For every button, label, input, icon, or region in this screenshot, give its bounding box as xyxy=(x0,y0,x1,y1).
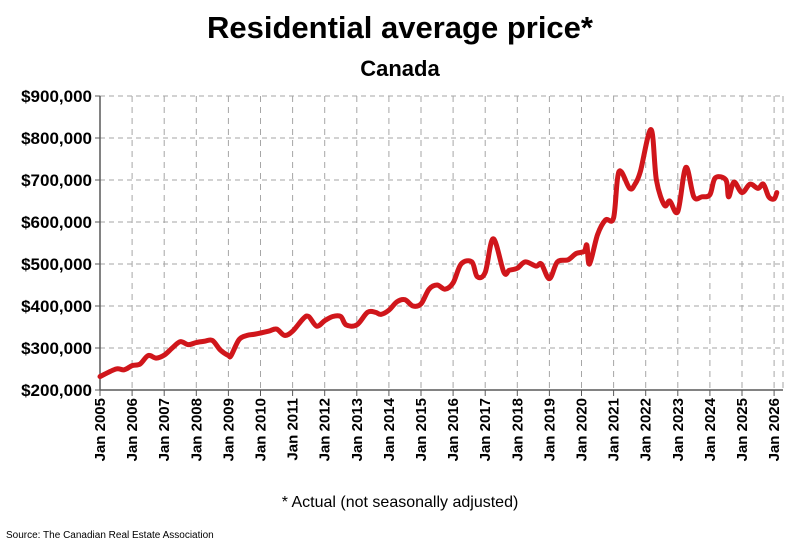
y-tick-label: $600,000 xyxy=(21,213,92,232)
x-tick-label: Jan 2019 xyxy=(541,398,558,461)
x-tick-label: Jan 2026 xyxy=(766,398,783,461)
x-tick-label: Jan 2010 xyxy=(253,398,270,461)
x-tick-label: Jan 2005 xyxy=(92,398,109,461)
y-tick-label: $900,000 xyxy=(21,87,92,106)
x-tick-label: Jan 2025 xyxy=(734,398,751,461)
footnote: * Actual (not seasonally adjusted) xyxy=(281,494,519,511)
x-tick-label: Jan 2024 xyxy=(702,397,719,461)
source-note: Source: The Canadian Real Estate Associa… xyxy=(6,530,214,541)
x-tick-label: Jan 2021 xyxy=(606,398,623,461)
x-tick-label: Jan 2013 xyxy=(349,398,366,461)
x-tick-label: Jan 2022 xyxy=(638,398,655,461)
y-tick-label: $500,000 xyxy=(21,255,92,274)
y-tick-label: $400,000 xyxy=(21,297,92,316)
x-tick-label: Jan 2011 xyxy=(285,398,302,461)
x-tick-label: Jan 2020 xyxy=(574,398,591,461)
x-tick-label: Jan 2007 xyxy=(156,398,173,461)
y-tick-label: $200,000 xyxy=(21,381,92,400)
price-line xyxy=(97,127,780,380)
x-tick-label: Jan 2016 xyxy=(445,398,462,461)
y-tick-label: $800,000 xyxy=(21,129,92,148)
x-tick-label: Jan 2014 xyxy=(381,397,398,461)
y-tick-label: $700,000 xyxy=(21,171,92,190)
y-tick-label: $300,000 xyxy=(21,339,92,358)
x-tick-label: Jan 2008 xyxy=(188,398,205,461)
x-tick-label: Jan 2018 xyxy=(509,398,526,461)
x-tick-label: Jan 2009 xyxy=(220,398,237,461)
x-tick-label: Jan 2017 xyxy=(477,398,494,461)
chart-subtitle: Canada xyxy=(360,56,440,81)
x-tick-label: Jan 2023 xyxy=(670,398,687,461)
x-tick-label: Jan 2012 xyxy=(317,398,334,461)
chart-title: Residential average price* xyxy=(207,10,593,45)
x-tick-label: Jan 2006 xyxy=(124,398,141,461)
x-tick-label: Jan 2015 xyxy=(413,398,430,461)
